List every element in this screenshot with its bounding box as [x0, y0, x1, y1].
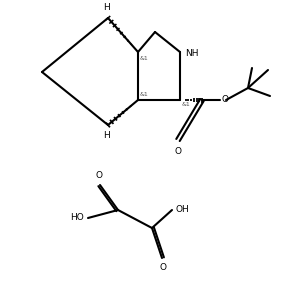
Text: HO: HO — [70, 214, 84, 222]
Text: H: H — [103, 3, 109, 12]
Text: O: O — [160, 263, 166, 272]
Text: &1: &1 — [140, 91, 149, 96]
Text: OH: OH — [176, 205, 190, 214]
Text: O: O — [95, 171, 103, 180]
Text: H: H — [103, 131, 109, 140]
Text: &1: &1 — [140, 55, 149, 60]
Text: &1: &1 — [182, 101, 191, 106]
Text: O: O — [221, 95, 228, 103]
Text: NH: NH — [185, 49, 198, 57]
Text: O: O — [174, 147, 182, 156]
